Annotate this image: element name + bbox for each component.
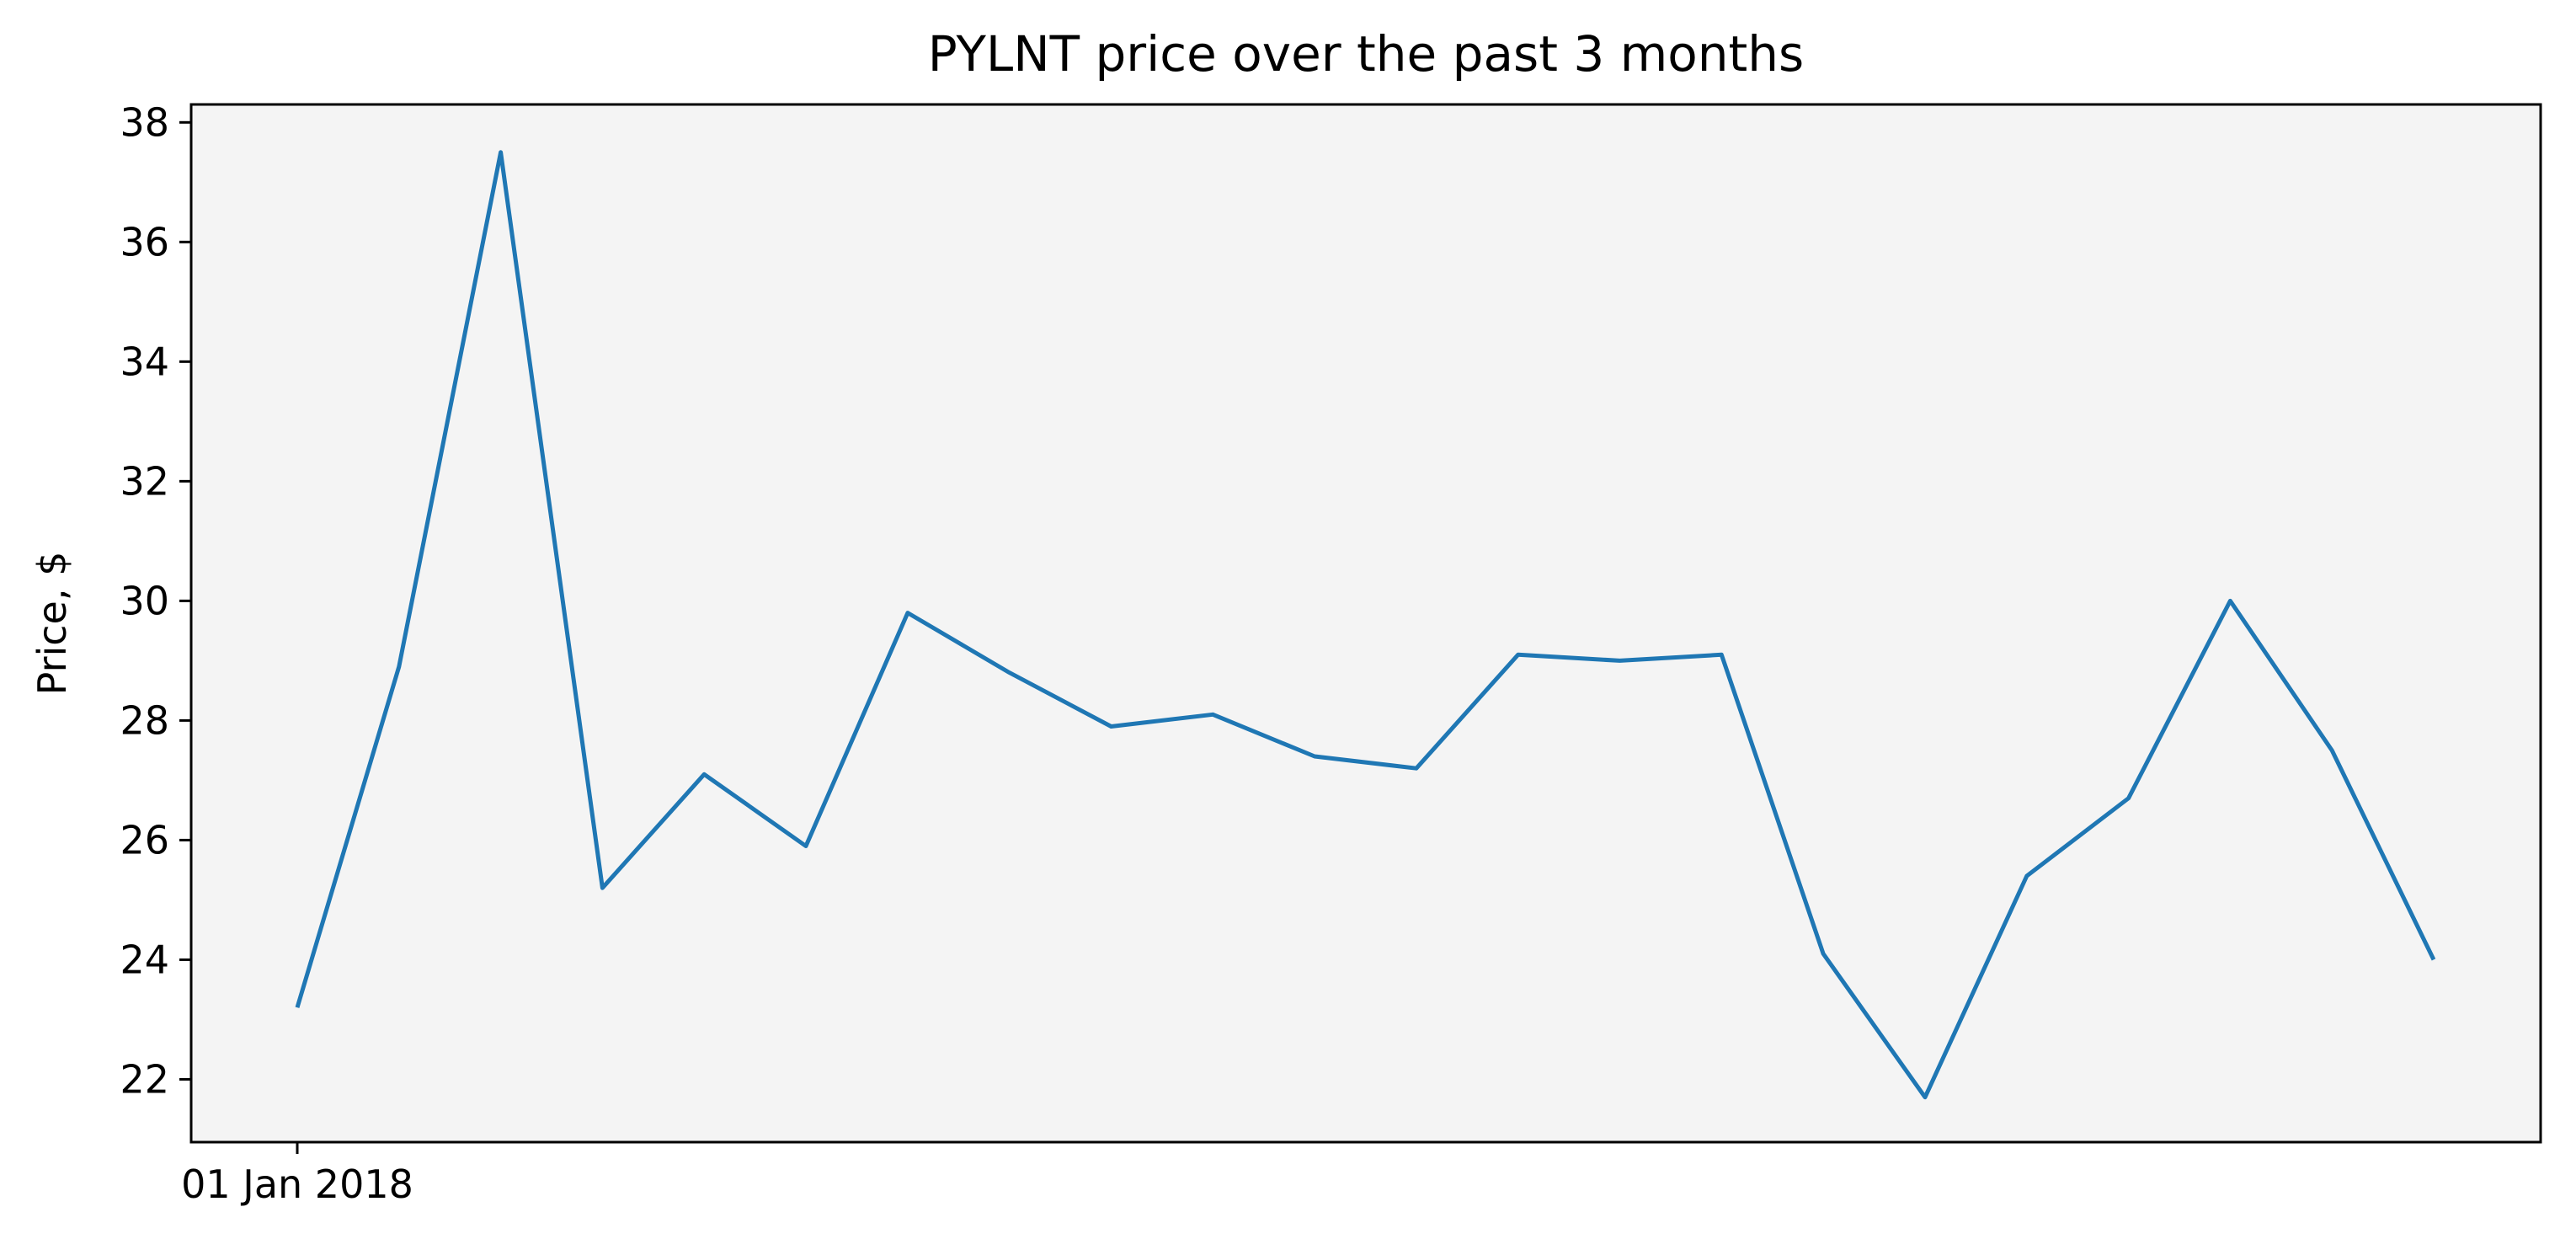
y-tick-label: 24 [120, 937, 169, 982]
y-tick-label: 22 [120, 1056, 169, 1102]
price-series-line [295, 150, 2436, 1100]
y-tick-label: 38 [120, 99, 169, 145]
y-tick-label: 36 [120, 219, 169, 264]
x-tick-label: 01 Jan 2018 [181, 1162, 413, 1207]
y-tick-label: 30 [120, 578, 169, 623]
series-group [295, 150, 2436, 1100]
chart-title: PYLNT price over the past 3 months [928, 25, 1804, 83]
plot-background [191, 104, 2541, 1142]
plot-frame [189, 103, 2542, 1144]
y-axis-ticks: 22 24 26 28 30 32 34 36 38 [120, 99, 191, 1102]
y-tick-label: 34 [120, 339, 169, 384]
y-tick-label: 32 [120, 458, 169, 504]
y-tick-label: 26 [120, 817, 169, 862]
x-axis-ticks: 01 Jan 2018 [181, 1142, 413, 1207]
y-tick-label: 28 [120, 697, 169, 743]
y-axis-label: Price, $ [29, 552, 75, 696]
